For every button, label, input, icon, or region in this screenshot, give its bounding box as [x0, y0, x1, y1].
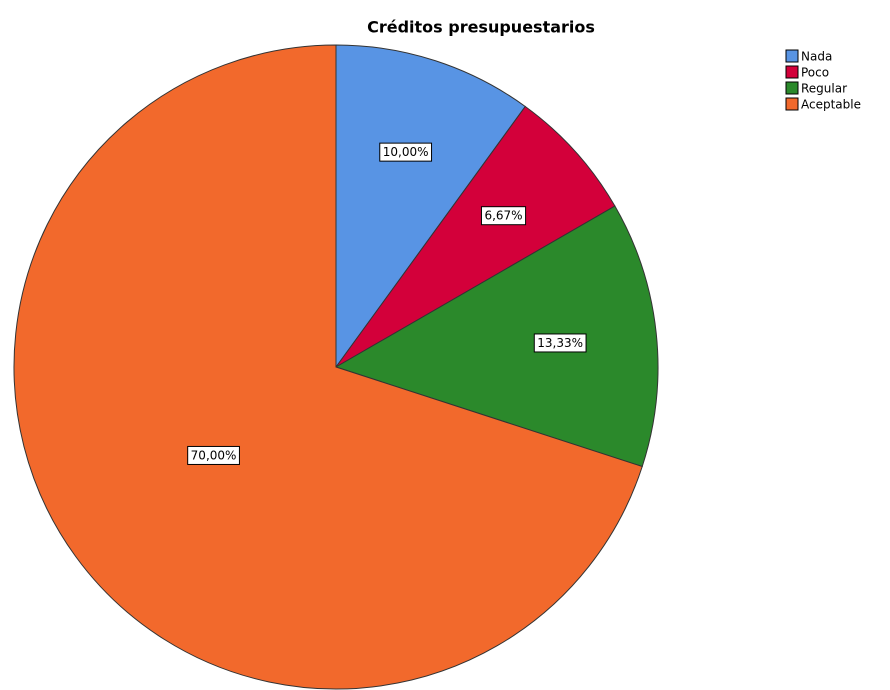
chart-title: Créditos presupuestarios [367, 18, 595, 37]
data-label: 13,33% [537, 336, 583, 350]
pie-slice [334, 205, 659, 468]
legend: Nada Poco Regular Aceptable [785, 49, 861, 112]
data-label: 6,67% [484, 209, 522, 223]
legend-swatch [785, 65, 799, 79]
data-label: 10,00% [383, 145, 429, 159]
legend-label: Regular [801, 82, 847, 96]
legend-swatch [785, 81, 799, 95]
legend-label: Aceptable [801, 98, 861, 112]
pie [13, 44, 659, 690]
data-label: 70,00% [191, 448, 237, 462]
data-label-box [187, 445, 240, 465]
pie-slice [335, 105, 616, 368]
data-label-box [533, 333, 587, 353]
pie-slice [13, 44, 643, 690]
legend-label: Poco [801, 66, 829, 80]
pie-slice [335, 44, 526, 369]
legend-swatch [785, 49, 799, 63]
data-label-box [379, 142, 433, 162]
data-label-box [480, 206, 527, 226]
legend-swatch [785, 97, 799, 111]
data-labels: 10,00% 6,67% 13,33% 70,00% [187, 142, 587, 465]
legend-label: Nada [801, 50, 832, 64]
